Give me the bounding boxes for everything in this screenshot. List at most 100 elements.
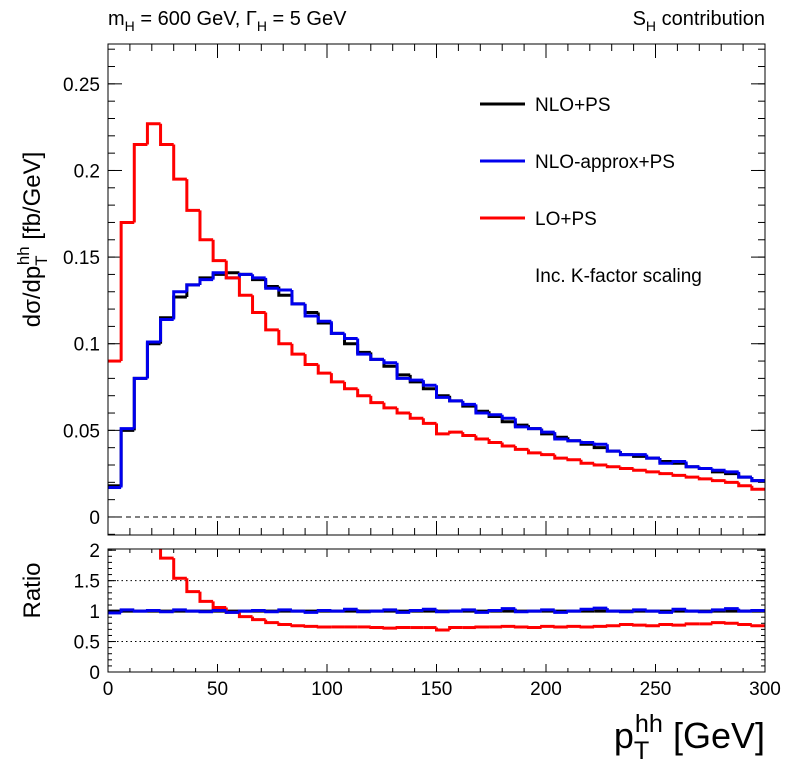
histogram-step	[526, 426, 542, 431]
histogram-step	[540, 608, 555, 612]
histogram-step	[172, 295, 187, 318]
histogram-step	[658, 610, 674, 614]
histogram-step	[119, 608, 135, 613]
histogram-step	[356, 343, 371, 354]
histogram-step	[159, 549, 174, 560]
histogram-step	[474, 609, 490, 614]
histogram-step	[592, 463, 608, 467]
x-tick-label: 0	[103, 679, 114, 700]
histogram-step	[448, 430, 463, 434]
histogram-step	[697, 477, 713, 481]
histogram-step	[277, 329, 292, 346]
x-axis-label-part: T	[634, 737, 649, 765]
histogram-step	[632, 608, 647, 612]
histogram-step	[579, 440, 595, 444]
histogram-step	[500, 624, 516, 628]
histogram-step	[645, 624, 660, 628]
histogram-step	[185, 179, 200, 212]
histogram-step	[356, 609, 371, 614]
histogram-step	[172, 144, 187, 181]
histogram-step	[303, 303, 319, 318]
x-axis-label-part: p	[614, 715, 634, 756]
histogram-step	[474, 625, 490, 629]
histogram-step	[605, 444, 621, 453]
histogram-step	[408, 378, 424, 382]
histogram-step	[684, 609, 700, 613]
histogram-step	[395, 362, 411, 380]
histogram-step	[618, 466, 634, 470]
histogram-step	[303, 303, 319, 315]
histogram-step	[421, 380, 437, 387]
histogram-step	[211, 272, 227, 278]
histogram-step	[474, 435, 490, 441]
histogram-step	[316, 364, 332, 375]
histogram-step	[526, 609, 542, 613]
histogram-step	[290, 290, 306, 306]
histogram-step	[513, 421, 529, 427]
histogram-step	[264, 619, 279, 625]
histogram-step	[329, 322, 345, 335]
histogram-step	[395, 609, 411, 614]
histogram-step	[395, 626, 411, 630]
histogram-step	[145, 340, 161, 379]
histogram-step	[145, 122, 161, 145]
histogram-step	[211, 601, 227, 609]
histogram-step	[513, 418, 529, 429]
histogram-step	[185, 283, 200, 297]
histogram-step	[237, 272, 253, 278]
histogram-step	[172, 558, 187, 580]
histogram-step	[645, 609, 660, 613]
histogram-step	[579, 459, 595, 465]
y-axis-label: dσ/dpThh [fb/GeV]	[14, 152, 51, 328]
histogram-step	[500, 607, 516, 611]
histogram-step	[185, 283, 200, 292]
histogram-step	[540, 452, 555, 457]
histogram-step	[132, 376, 148, 429]
histogram-step	[211, 239, 227, 263]
histogram-step	[671, 460, 687, 464]
histogram-step	[526, 449, 542, 455]
histogram-step	[343, 333, 358, 341]
histogram-step	[303, 354, 319, 367]
y-axis-label-part: [fb/GeV]	[19, 152, 46, 247]
histogram-step	[145, 342, 161, 379]
x-tick-label: 250	[640, 679, 672, 700]
histogram-step	[329, 321, 345, 335]
histogram-step	[277, 608, 292, 612]
histogram-step	[316, 625, 332, 629]
histogram-step	[566, 624, 582, 628]
histogram-step	[264, 610, 279, 614]
histogram-step	[159, 317, 174, 342]
histogram-step	[618, 451, 634, 457]
histogram-step	[290, 343, 306, 356]
histogram-step	[724, 607, 739, 611]
histogram-step	[382, 626, 398, 630]
x-tick-label: 150	[421, 679, 453, 700]
histogram-step	[382, 359, 398, 365]
histogram-step	[277, 288, 292, 292]
histogram-step	[526, 626, 542, 630]
histogram-step	[710, 478, 726, 483]
histogram-step	[329, 609, 345, 613]
histogram-step	[343, 607, 358, 612]
chart-subtitle-part: contribution	[656, 8, 765, 30]
histogram-step	[605, 465, 621, 469]
y-tick-label: 0.5	[74, 633, 100, 654]
histogram-step	[684, 475, 700, 479]
histogram-step	[448, 609, 463, 613]
histogram-step	[632, 468, 647, 472]
histogram-step	[303, 624, 319, 628]
histogram-step	[658, 458, 674, 465]
histogram-step	[553, 433, 568, 439]
histogram-step	[566, 458, 582, 462]
histogram-step	[198, 591, 214, 603]
histogram-step	[237, 612, 253, 619]
histogram-step	[750, 477, 765, 483]
histogram-step	[461, 608, 476, 612]
histogram-step	[513, 608, 529, 614]
histogram-step	[618, 610, 634, 614]
histogram-step	[724, 621, 739, 625]
chart-title-part: H	[257, 18, 267, 34]
histogram-step	[618, 623, 634, 627]
histogram-step	[737, 623, 752, 627]
